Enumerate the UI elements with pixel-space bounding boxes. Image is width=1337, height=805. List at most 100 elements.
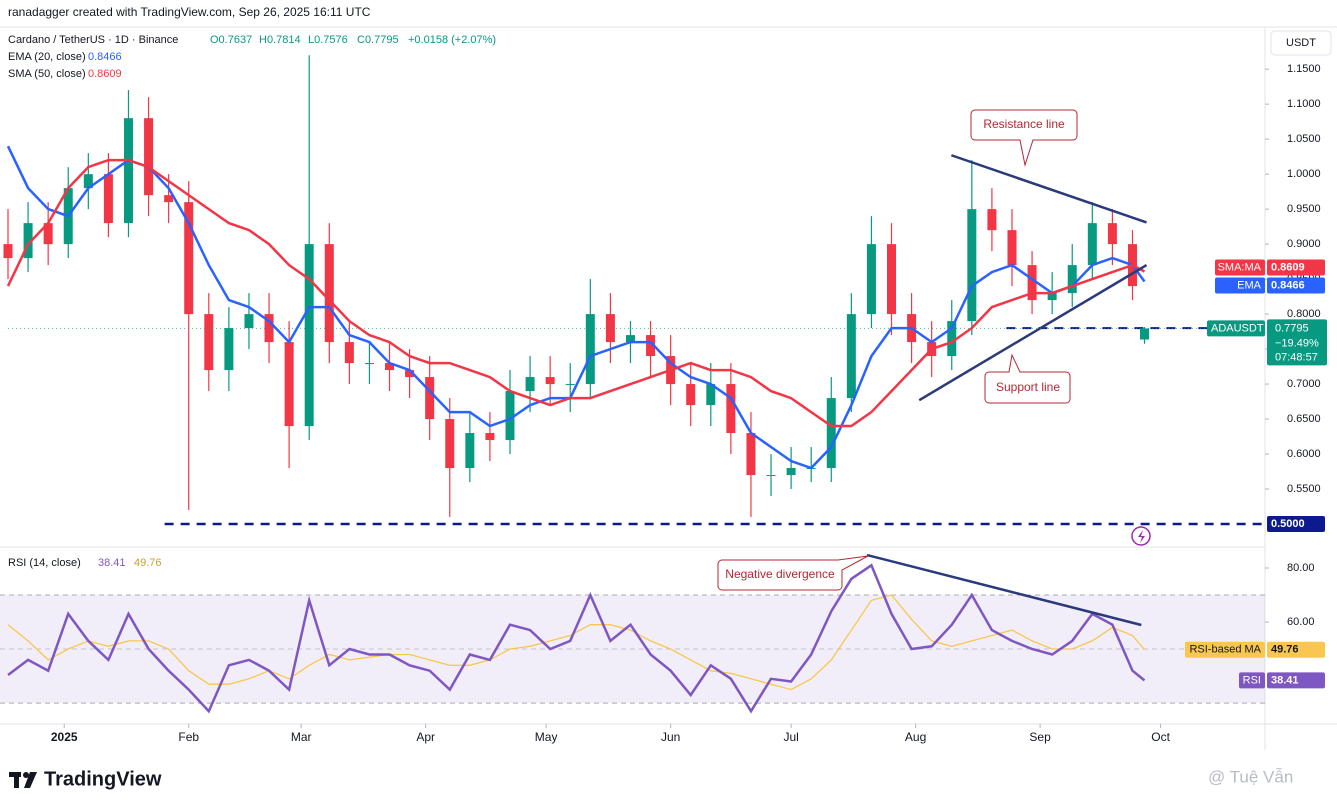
currency[interactable]: USDT [1286, 37, 1316, 49]
price-box-countdown: 07:48:57 [1275, 351, 1318, 363]
header: ranadagger created with TradingView.com,… [8, 5, 371, 19]
resistance-label: Resistance line [983, 117, 1065, 131]
candle-body [83, 174, 93, 189]
candle-body [425, 377, 435, 420]
candle-body [344, 342, 354, 364]
rsi-tag [1239, 672, 1265, 689]
candle-body [625, 335, 635, 343]
trendline [918, 264, 1148, 402]
price-box [1267, 319, 1327, 366]
axis-label-box [1267, 277, 1325, 294]
y-tick-label: 0.5500 [1287, 483, 1321, 495]
axis-label: 49.76 [1271, 644, 1299, 656]
candle-body [3, 244, 13, 259]
candle-body [204, 314, 214, 371]
candle-body [244, 314, 254, 329]
price-box-change: −19.49% [1275, 337, 1319, 349]
candle-body [866, 244, 876, 315]
candle-body [304, 244, 314, 427]
candle-body [686, 384, 696, 406]
candle-body [505, 391, 515, 441]
divergence-callout [717, 555, 869, 591]
price-box-label: 0.7795 [1275, 322, 1309, 334]
price-tag [1207, 320, 1265, 337]
axis-label: 0.8466 [1271, 279, 1305, 291]
candle-body [485, 433, 495, 441]
candle-body [164, 195, 174, 203]
x-tick-label: Sep [1029, 730, 1051, 744]
y-tick-label: 60.00 [1287, 616, 1315, 628]
x-tick-label: 2025 [51, 730, 78, 744]
axis-label-box [1267, 259, 1325, 276]
legend-name: SMA (50, close) [8, 68, 86, 80]
legend-value: 0.8609 [88, 68, 122, 80]
rsi-line [7, 594, 1145, 691]
legend-ohlc: C0.7795 [357, 34, 399, 46]
axis-label: 0.8609 [1271, 261, 1305, 273]
candle-body [646, 335, 656, 357]
legend-ohlc: L0.7576 [308, 34, 348, 46]
candle-body [967, 209, 977, 322]
candle-body [1140, 328, 1150, 340]
ma-line [6, 145, 1146, 470]
footer-logo: TradingView [44, 768, 162, 790]
axis-label-box [1267, 641, 1325, 658]
y-tick-label: 1.1500 [1287, 63, 1321, 75]
candle-body [103, 174, 113, 224]
tv-logo-mark [9, 772, 37, 788]
candle-body [405, 370, 415, 378]
rsi-tag-name: RSI [1243, 674, 1261, 686]
y-tick-label: 0.8000 [1287, 308, 1321, 320]
candle-body [1027, 265, 1037, 301]
x-tick-label: Oct [1151, 730, 1170, 744]
candle-body [144, 118, 154, 196]
candle-body [565, 384, 575, 386]
legend-ohlc: H0.7814 [259, 34, 301, 46]
candle-body [585, 314, 595, 385]
candle-body [826, 398, 836, 469]
legend-value: 38.41 [98, 557, 126, 569]
panes: 0.55000.60000.65000.70000.75000.80000.85… [0, 34, 1327, 744]
candle-body [987, 209, 997, 231]
candle-body [1047, 293, 1057, 301]
candle-body [184, 202, 194, 315]
candle-body [726, 384, 736, 434]
y-tick-label: 80.00 [1287, 562, 1315, 574]
trendline [866, 553, 1142, 627]
legend-ohlc: O0.7637 [210, 34, 252, 46]
candle-body [224, 328, 234, 371]
y-tick-label: 0.9000 [1287, 238, 1321, 250]
legend-title: Cardano / TetherUS · 1D · Binance [8, 34, 178, 46]
candle-body [545, 377, 555, 385]
axis-label: 0.5000 [1271, 518, 1305, 530]
candle-body [1067, 265, 1077, 294]
candle-body [23, 223, 33, 259]
ma-tag-name: EMA [1237, 279, 1262, 291]
event-icon[interactable] [1131, 526, 1151, 546]
ma-tag [1215, 259, 1265, 276]
support-callout [984, 353, 1071, 404]
legend-change: +0.0158 (+2.07%) [408, 34, 496, 46]
x-tick-label: Aug [905, 730, 926, 744]
watermark: @ Tuệ Vẫn [1208, 767, 1293, 786]
x-tick-label: Jul [783, 730, 798, 744]
candle-body [385, 363, 395, 371]
x-tick-label: May [535, 730, 558, 744]
candle-body [465, 433, 475, 469]
x-tick-label: Jun [661, 730, 680, 744]
candle-body [264, 314, 274, 343]
legend-title: RSI (14, close) [8, 557, 81, 569]
x-tick-label: Apr [416, 730, 435, 744]
candle-body [1087, 223, 1097, 266]
resistance-callout [970, 109, 1078, 167]
ma-tag [1215, 277, 1265, 294]
candle-body [324, 244, 334, 343]
legend-name: EMA (20, close) [8, 51, 86, 63]
candle-body [766, 475, 776, 477]
y-tick-label: 0.6000 [1287, 448, 1321, 460]
candle-body [746, 433, 756, 476]
divergence-label: Negative divergence [725, 567, 835, 581]
currency-button[interactable] [1270, 30, 1332, 56]
